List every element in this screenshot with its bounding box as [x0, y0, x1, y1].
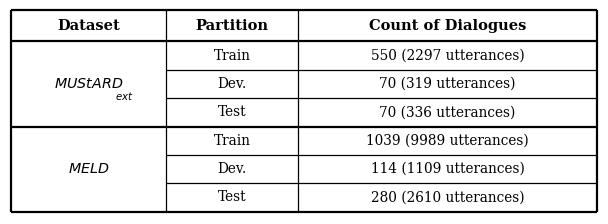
- Text: Count of Dialogues: Count of Dialogues: [369, 19, 527, 33]
- Text: Partition: Partition: [196, 19, 269, 33]
- Text: 70 (319 utterances): 70 (319 utterances): [379, 77, 516, 91]
- Text: 550 (2297 utterances): 550 (2297 utterances): [371, 49, 525, 62]
- Text: 70 (336 utterances): 70 (336 utterances): [379, 105, 516, 119]
- Text: Dev.: Dev.: [218, 77, 247, 91]
- Text: Dev.: Dev.: [218, 162, 247, 176]
- Text: $\mathit{ext}$: $\mathit{ext}$: [115, 90, 133, 102]
- Text: 1039 (9989 utterances): 1039 (9989 utterances): [366, 134, 529, 148]
- Text: Train: Train: [213, 49, 250, 62]
- Text: Train: Train: [213, 134, 250, 148]
- Text: Dataset: Dataset: [57, 19, 120, 33]
- Text: 114 (1109 utterances): 114 (1109 utterances): [371, 162, 525, 176]
- Text: $\mathit{MUStARD}$: $\mathit{MUStARD}$: [54, 77, 123, 91]
- Text: Test: Test: [218, 105, 246, 119]
- Text: Test: Test: [218, 190, 246, 205]
- Text: $\mathit{MELD}$: $\mathit{MELD}$: [68, 162, 109, 176]
- Text: 280 (2610 utterances): 280 (2610 utterances): [371, 190, 525, 205]
